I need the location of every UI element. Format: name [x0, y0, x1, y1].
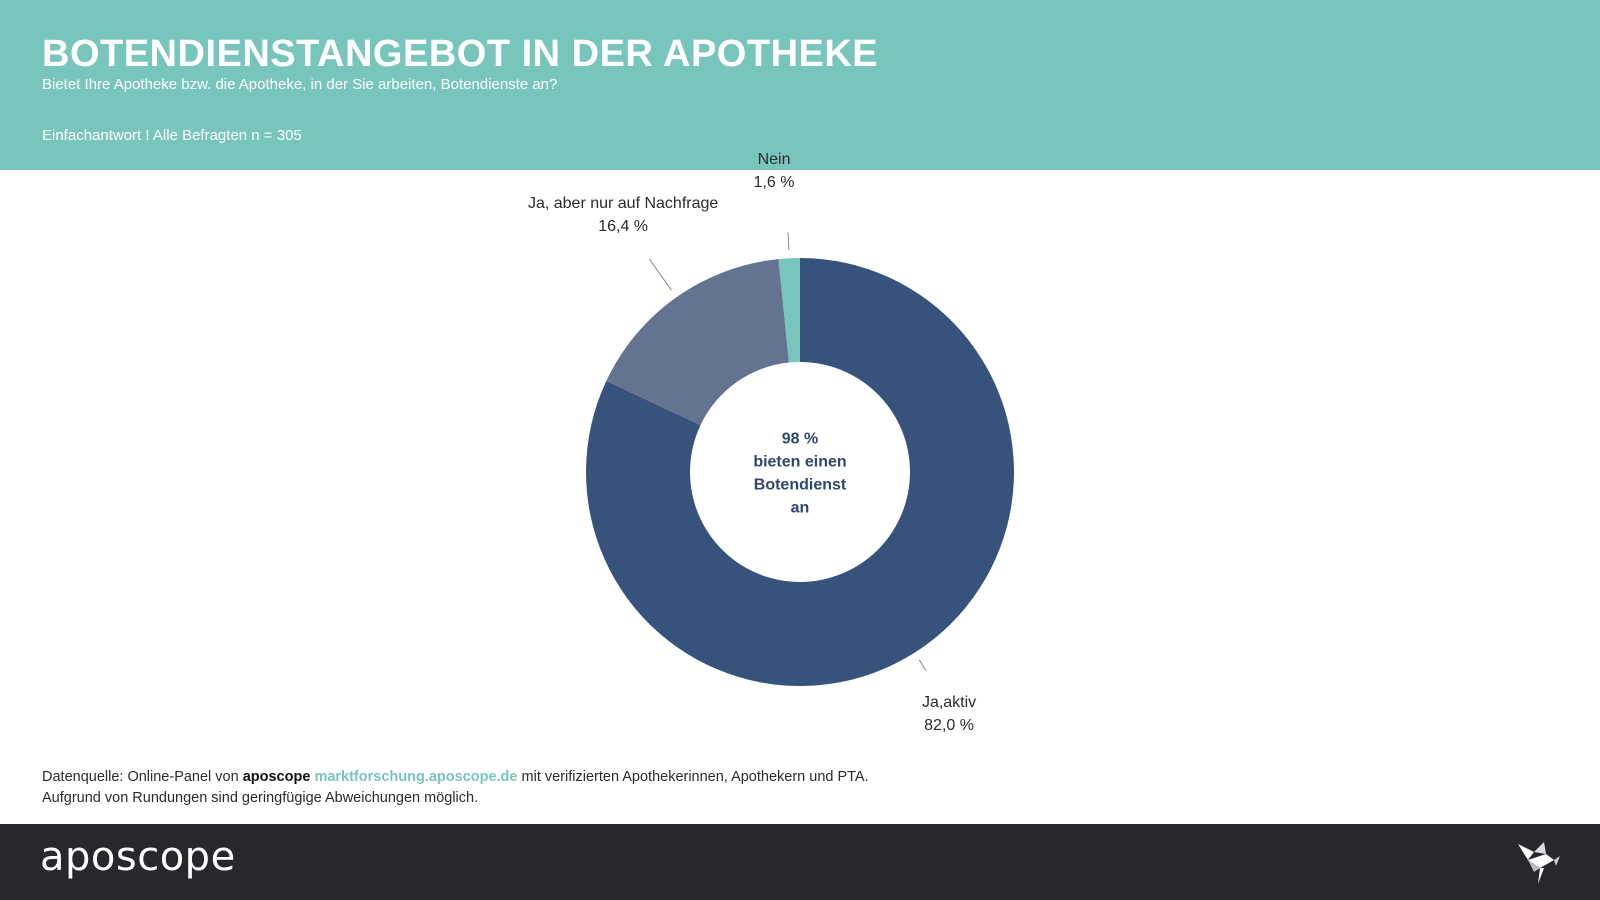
source-prefix: Datenquelle: Online-Panel von — [42, 769, 243, 785]
center-text-line: an — [791, 500, 810, 517]
slice-value-ja-aktiv: 82,0 % — [924, 717, 974, 734]
leader-line-ja-aktiv — [918, 659, 927, 672]
slice-label-ja-aktiv: Ja,aktiv — [922, 694, 976, 711]
donut-slice-ja-aktiv — [586, 258, 1015, 686]
slice-labels: Ja,aktiv 82,0 % Ja, aber nur auf Nachfrage… — [528, 151, 976, 734]
source-brand: aposcope — [242, 769, 311, 785]
slice-value-nein: 1,6 % — [754, 174, 795, 191]
slice-label-nein: Nein — [758, 151, 791, 168]
page-title: BOTENDIENSTANGEBOT IN DER APOTHEKE — [42, 33, 879, 75]
donut-slices — [586, 258, 1015, 686]
center-text-line: bieten einen — [753, 454, 846, 471]
data-source-note: Datenquelle: Online-Panel von aposcope m… — [42, 767, 869, 809]
footer-bar: aposcope — [0, 824, 1600, 900]
source-suffix: mit verifizierten Apothekerinnen, Apothe… — [517, 769, 869, 785]
center-text-line: Botendienst — [754, 477, 847, 494]
center-label: 98 % bieten einen Botendienst an — [753, 431, 847, 517]
origami-bird-icon — [1518, 842, 1560, 884]
donut-slice-ja-aber-nur-auf-nachfrage — [606, 259, 789, 426]
header-banner: BOTENDIENSTANGEBOT IN DER APOTHEKE Biete… — [0, 0, 1600, 170]
rounding-note: Aufgrund von Rundungen sind geringfügige… — [42, 790, 479, 806]
survey-question: Bietet Ihre Apotheke bzw. die Apotheke, … — [42, 76, 558, 93]
leader-line-ja-aber-nur-auf-nachfrage — [648, 258, 672, 291]
slice-label-ja-aber-nur-auf-nachfrage: Ja, aber nur auf Nachfrage — [528, 195, 718, 212]
slice-value-ja-aber-nur-auf-nachfrage: 16,4 % — [598, 218, 648, 235]
leader-line-nein — [787, 232, 790, 250]
aposcope-logo[interactable]: aposcope — [40, 834, 236, 880]
source-url-link[interactable]: marktforschung.aposcope.de — [314, 769, 518, 785]
donut-slice-nein — [778, 258, 800, 363]
center-text-line: 98 % — [782, 431, 818, 448]
sample-base: Einfachantwort I Alle Befragten n = 305 — [42, 127, 302, 144]
label-leader-lines — [648, 232, 927, 672]
